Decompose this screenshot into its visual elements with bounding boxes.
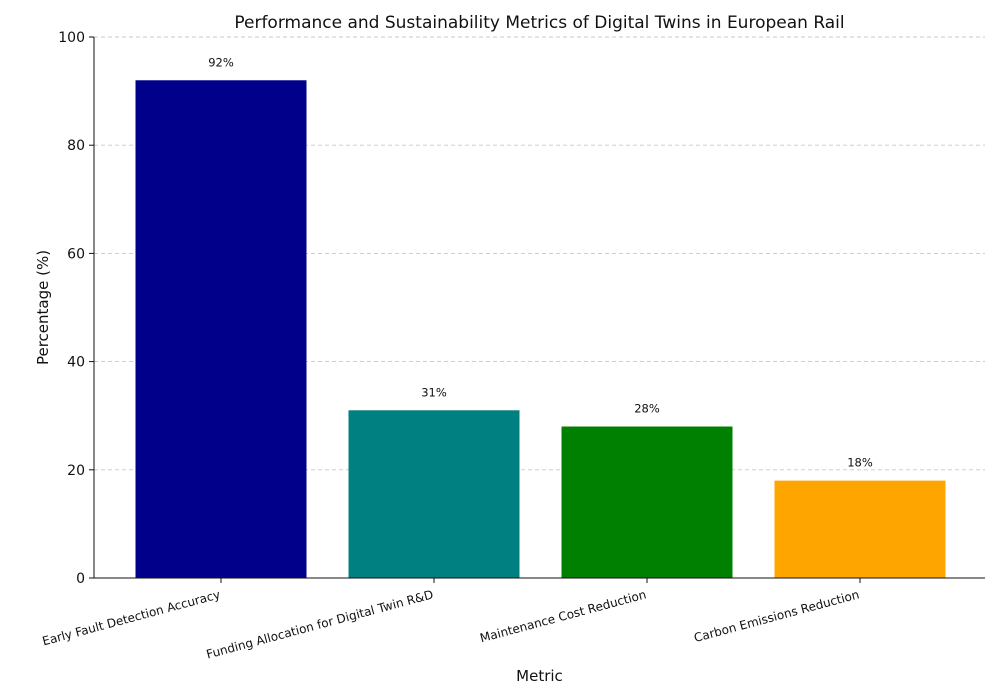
bars — [135, 80, 946, 578]
x-tick-label: Maintenance Cost Reduction — [478, 587, 647, 645]
y-ticks: 0 20 40 60 80 100 — [58, 30, 94, 587]
x-tick-label: Funding Allocation for Digital Twin R&D — [205, 587, 435, 661]
bar — [561, 426, 733, 578]
y-tick-label: 60 — [67, 246, 85, 262]
x-axis-title: Metric — [516, 667, 563, 685]
y-tick-label: 80 — [67, 138, 85, 154]
y-tick-label: 40 — [67, 355, 85, 371]
y-axis-title: Percentage (%) — [34, 250, 52, 365]
data-labels: 92% 31% 28% 18% — [208, 55, 873, 469]
y-tick-label: 0 — [76, 571, 85, 587]
x-tick-label: Carbon Emissions Reduction — [692, 587, 860, 645]
data-label: 31% — [421, 385, 447, 399]
data-label: 18% — [847, 456, 873, 470]
axes — [93, 37, 985, 579]
data-label: 92% — [208, 55, 234, 69]
bar — [135, 80, 307, 578]
y-tick-label: 100 — [58, 30, 85, 46]
data-label: 28% — [634, 402, 660, 416]
bar — [774, 480, 946, 578]
chart-title: Performance and Sustainability Metrics o… — [234, 13, 844, 33]
bar — [348, 410, 520, 578]
x-tick-label: Early Fault Detection Accuracy — [41, 587, 222, 648]
y-tick-label: 20 — [67, 463, 85, 479]
